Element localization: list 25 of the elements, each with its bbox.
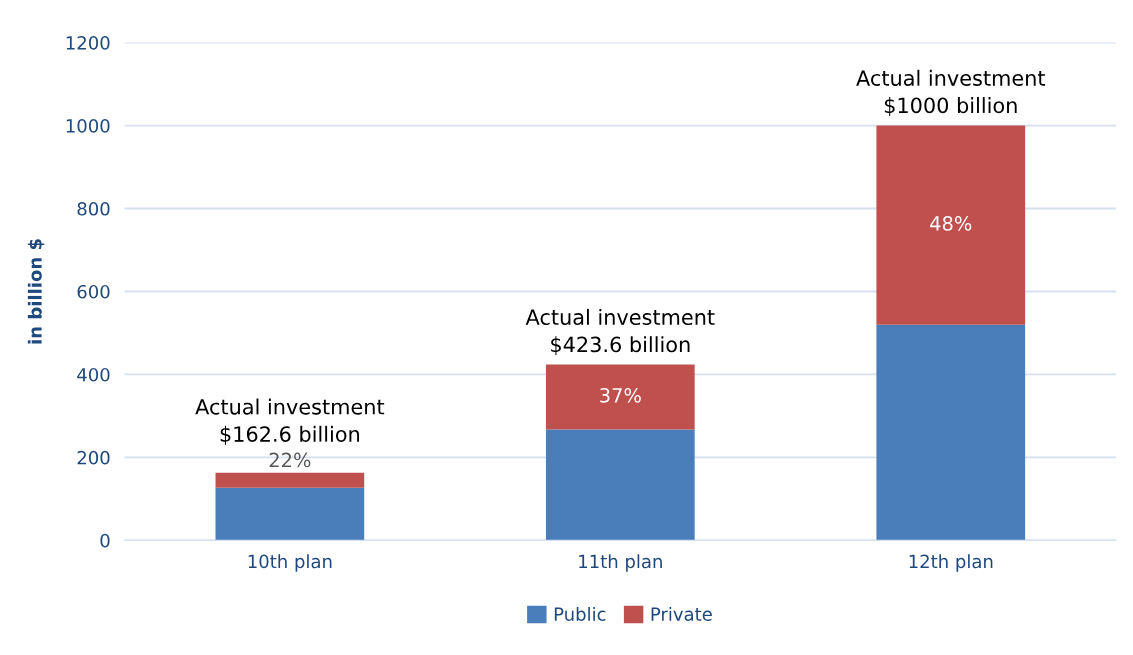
legend-label: Private: [651, 606, 712, 621]
bar: [876, 125, 1026, 325]
y-tick-label: 1200: [66, 36, 110, 50]
annotation: Actual investment $1000 billion: [856, 69, 1046, 116]
annotation: Actual investment $162.6 billion: [195, 398, 385, 445]
bar: [545, 429, 695, 541]
annotation: 48%: [930, 216, 972, 231]
y-tick-label: 800: [77, 201, 110, 216]
x-tick-label: 10th plan: [248, 554, 332, 572]
y-tick-label: 400: [77, 367, 110, 382]
annotation: Actual investment $423.6 billion: [525, 308, 715, 356]
y-axis-title: in billion $: [27, 239, 45, 344]
x-tick-label: 11th plan: [579, 554, 662, 572]
y-tick-label: 1000: [66, 119, 110, 133]
bar: [545, 364, 695, 430]
y-tick-label: 600: [77, 284, 110, 299]
annotation: 37%: [600, 387, 641, 403]
annotation: 22%: [269, 452, 311, 468]
x-tick-label: 12th plan: [909, 554, 993, 572]
y-tick-label: 0: [100, 533, 110, 548]
bar: [215, 487, 365, 541]
bar: [876, 324, 1026, 541]
legend-label: Public: [554, 606, 606, 621]
bar: [215, 472, 365, 488]
y-tick-label: 200: [77, 450, 110, 465]
